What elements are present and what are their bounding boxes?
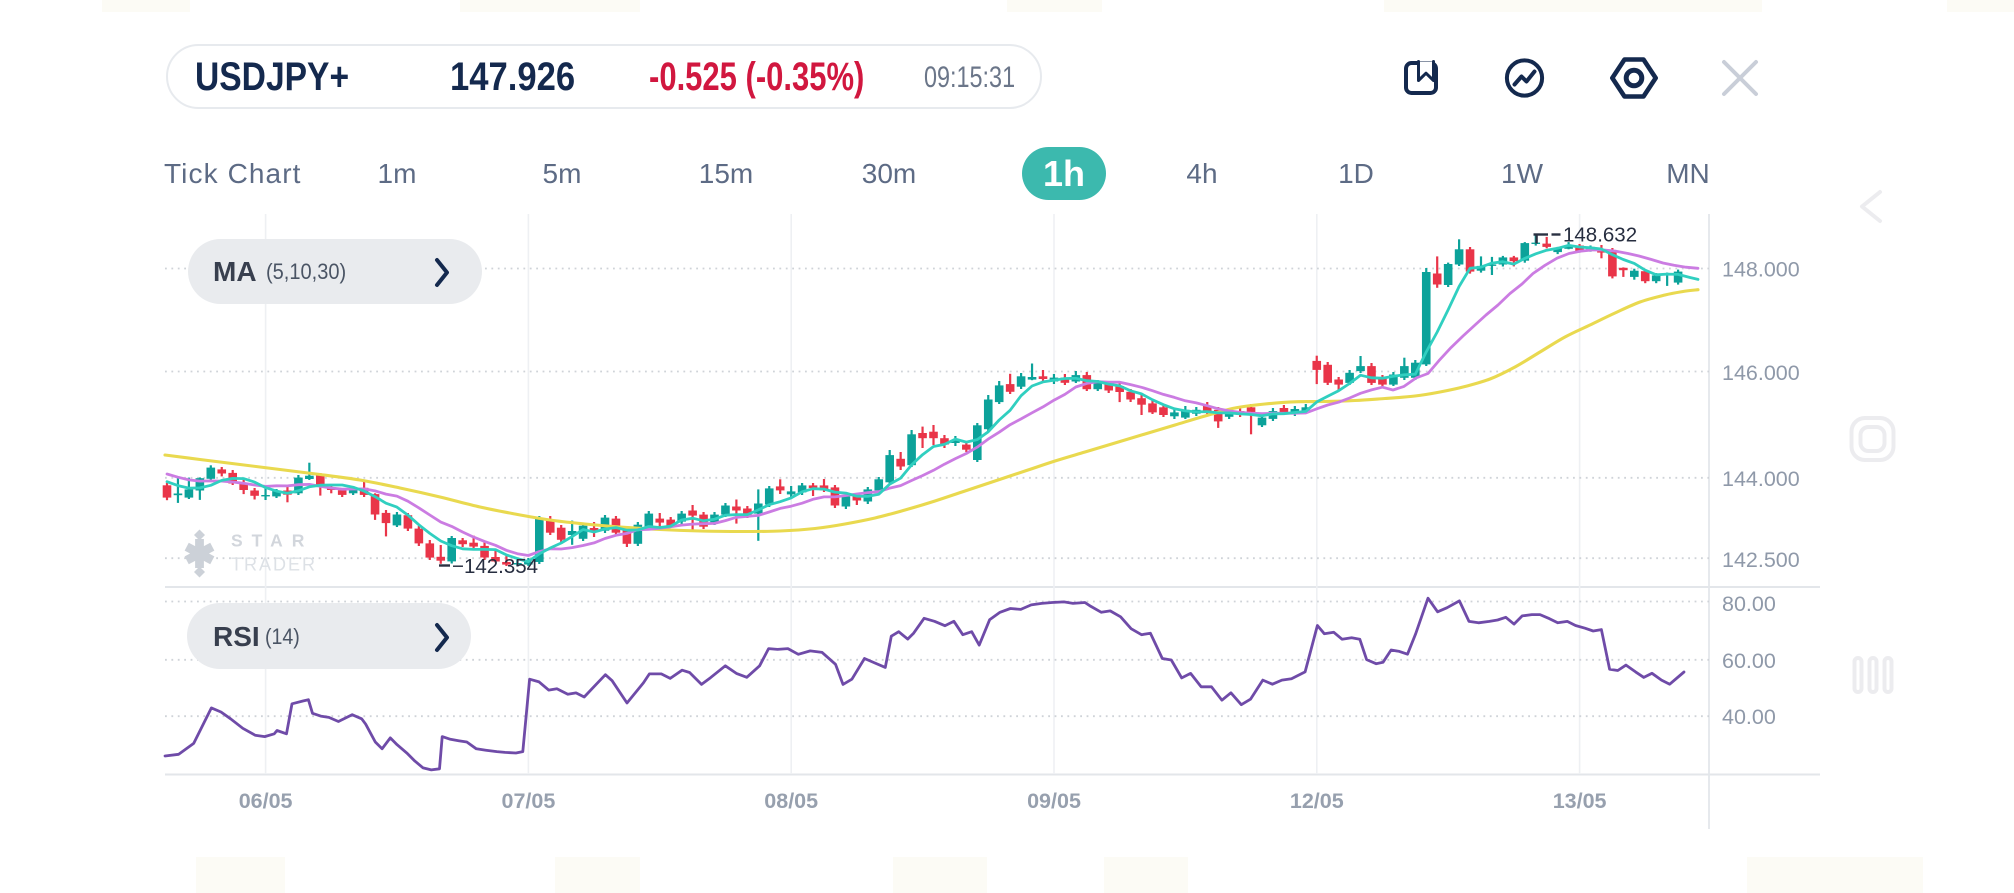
svg-text:144.000: 144.000: [1722, 467, 1800, 491]
svg-text:06/05: 06/05: [239, 789, 293, 813]
svg-text:STAR: STAR: [231, 531, 313, 551]
svg-text:148.000: 148.000: [1722, 258, 1800, 282]
svg-text:−142.354: −142.354: [452, 555, 538, 578]
svg-text:148.632: 148.632: [1563, 224, 1637, 247]
svg-text:60.00: 60.00: [1722, 649, 1776, 673]
svg-text:09/05: 09/05: [1027, 789, 1081, 813]
svg-text:13/05: 13/05: [1553, 789, 1607, 813]
svg-text:40.00: 40.00: [1722, 705, 1776, 729]
svg-text:80.00: 80.00: [1722, 592, 1776, 616]
svg-text:07/05: 07/05: [501, 789, 555, 813]
svg-text:08/05: 08/05: [764, 789, 818, 813]
svg-text:146.000: 146.000: [1722, 361, 1800, 385]
svg-text:TRADER: TRADER: [231, 555, 317, 575]
svg-text:12/05: 12/05: [1290, 789, 1344, 813]
svg-text:142.500: 142.500: [1722, 548, 1800, 572]
